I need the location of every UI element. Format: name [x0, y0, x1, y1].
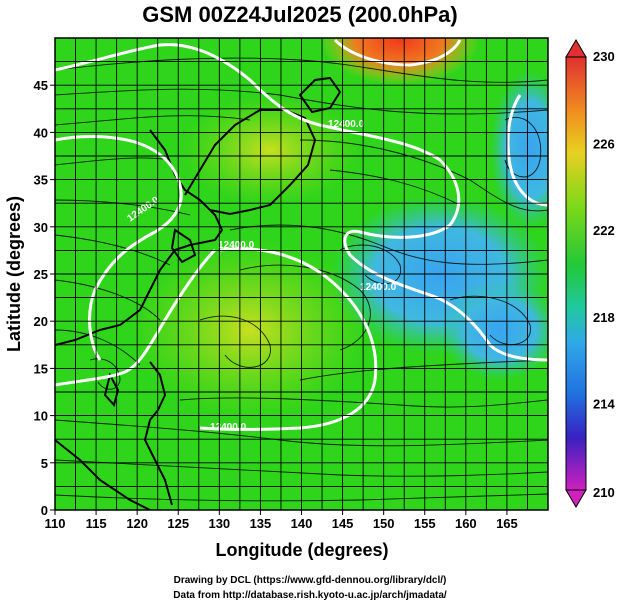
x-tick-label: 125: [167, 516, 189, 531]
y-tick-label: 35: [34, 173, 48, 188]
coastlines: [55, 76, 342, 510]
grid: [55, 38, 548, 510]
contour-line: [55, 135, 183, 361]
x-tick-label: 130: [208, 516, 230, 531]
coast-philippines: [143, 361, 173, 506]
contour-line: [55, 43, 548, 362]
contour-line: [55, 248, 217, 387]
y-tick-label: 0: [41, 503, 48, 518]
cold-region-east: [490, 70, 548, 230]
colorbar-tick-label: 230: [593, 49, 615, 64]
coast-borneo: [55, 439, 151, 510]
y-tick-label: 10: [34, 409, 48, 424]
y-tick-label: 20: [34, 314, 48, 329]
x-tick-label: 120: [126, 516, 148, 531]
y-tick-label: 40: [34, 125, 48, 140]
map-title: GSM 00Z24Jul2025 (200.0hPa): [142, 2, 458, 27]
coast-japan: [184, 109, 317, 216]
colorbar-tick-label: 214: [593, 396, 615, 411]
x-axis-label: Longitude (degrees): [215, 540, 388, 560]
contour-label: 12400.0: [360, 282, 397, 293]
colorbar-tick-label: 210: [593, 485, 615, 500]
coast-china: [55, 129, 224, 346]
plot-area: 12400.0 12400.0 12400.0 12400.0 12400.0: [55, 38, 548, 510]
contour-label: 12400.0: [218, 240, 255, 251]
colorbar-ramp: [565, 56, 587, 491]
warm-region-north: [180, 95, 360, 205]
x-tick-label: 160: [455, 516, 477, 531]
coast-hainan: [103, 372, 120, 408]
colorbar-tick-label: 226: [593, 137, 615, 152]
colorbar: 230 226 222 218 214 210: [565, 39, 615, 508]
x-tick-label: 165: [496, 516, 518, 531]
contour-line: [506, 94, 548, 207]
y-tick-label: 25: [34, 267, 48, 282]
colorbar-tick-label: 218: [593, 310, 615, 325]
cold-region-southeast: [440, 280, 548, 380]
y-axis: 0 5 10 15 20 25 30 35 40 45: [34, 78, 55, 518]
x-tick-label: 155: [414, 516, 436, 531]
x-tick-label: 110: [45, 516, 66, 531]
coast-hokkaido: [298, 76, 342, 114]
contours: [55, 38, 548, 431]
y-tick-label: 30: [34, 220, 48, 235]
contour-line: [199, 247, 378, 431]
x-tick-label: 115: [86, 516, 107, 531]
contour-label: 12400.0: [210, 422, 247, 433]
x-tick-label: 150: [373, 516, 395, 531]
contour-line: [333, 38, 462, 67]
colorbar-top-arrow: [565, 39, 587, 58]
colorbar-tick-label: 222: [593, 223, 615, 238]
contour-label: 12400.0: [328, 119, 365, 130]
y-tick-label: 45: [34, 78, 48, 93]
coast-taiwan: [170, 228, 197, 264]
warm-region-south: [130, 240, 370, 420]
y-tick-label: 15: [34, 361, 48, 376]
x-tick-label: 145: [332, 516, 354, 531]
credit-data: Data from http://database.rish.kyoto-u.a…: [173, 590, 447, 601]
colorbar-bottom-arrow: [565, 489, 587, 508]
y-axis-label: Latitude (degrees): [4, 196, 24, 352]
x-tick-label: 140: [291, 516, 313, 531]
y-tick-label: 5: [41, 456, 48, 471]
credit-drawing: Drawing by DCL (https://www.gfd-dennou.o…: [174, 575, 447, 586]
x-tick-label: 135: [250, 516, 272, 531]
x-axis: 110 115 120 125 130 135 140 145 150 155 160 165: [45, 510, 518, 531]
